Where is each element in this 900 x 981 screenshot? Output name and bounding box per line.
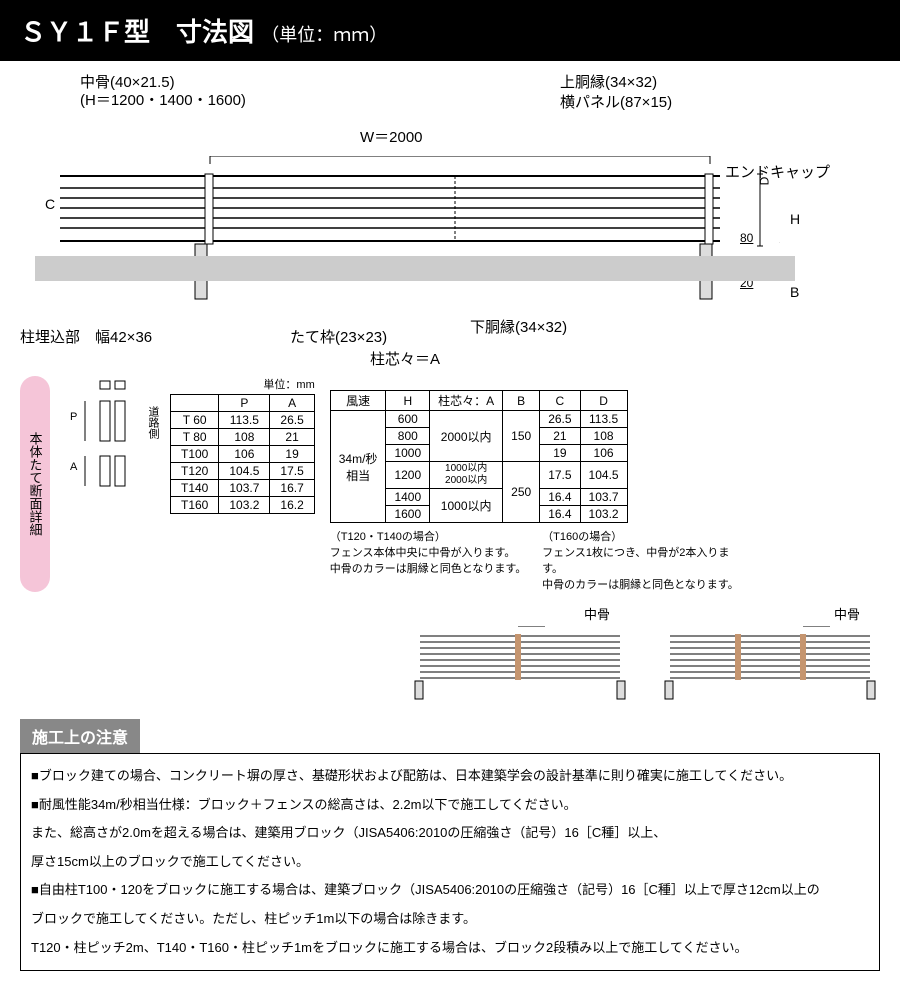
inset-fence-2: 中骨 bbox=[660, 604, 880, 704]
label-hashirashin: 柱芯々＝A bbox=[370, 348, 440, 369]
label-joudoubuchi: 上胴縁(34×32) bbox=[560, 71, 657, 92]
bottom-labels: 柱埋込部 幅42×36 たて枠(23×23) 下胴縁(34×32) 柱芯々＝A bbox=[20, 326, 880, 356]
top-labels: 中骨(40×21.5) (H＝1200・1400・1600) 上胴縁(34×32… bbox=[20, 71, 880, 111]
section-detail-label: 本体たて断面詳細 bbox=[20, 376, 50, 592]
label-yokopanel: 横パネル(87×15) bbox=[560, 91, 672, 112]
inset-fence-1: 中骨 bbox=[410, 604, 630, 704]
cross-section-diagram: 道路側 P A bbox=[65, 376, 155, 592]
cross-section-svg bbox=[65, 376, 145, 496]
note-t120: （T120・T140の場合） フェンス本体中央に中骨が入ります。 中骨のカラーは… bbox=[330, 528, 542, 592]
inset-svg-2 bbox=[660, 626, 880, 701]
main-diagram: W＝2000 エンドキャップ C D 80 H 20 B bbox=[20, 116, 880, 326]
fence-elevation-svg bbox=[60, 156, 780, 306]
ground-hatch bbox=[35, 256, 795, 281]
content-area: 中骨(40×21.5) (H＝1200・1400・1600) 上胴縁(34×32… bbox=[0, 61, 900, 981]
caution-line-1: ■ブロック建ての場合、コンクリート塀の厚さ、基礎形状および配筋は、日本建築学会の… bbox=[31, 762, 869, 791]
dim-h: H bbox=[790, 211, 800, 227]
caution-box: ■ブロック建ての場合、コンクリート塀の厚さ、基礎形状および配筋は、日本建築学会の… bbox=[20, 753, 880, 971]
dim-b: B bbox=[790, 284, 799, 300]
label-nakabone-h: (H＝1200・1400・1600) bbox=[80, 89, 246, 110]
table2-wrapper: 風速H 柱芯々：AB CD 34m/秒 相当6002000以内15026.511… bbox=[330, 390, 755, 592]
caution-line-4: 厚さ15cm以上のブロックで施工してください。 bbox=[31, 848, 869, 877]
label-hashiraume: 柱埋込部 幅42×36 bbox=[20, 326, 152, 347]
dim-width: W＝2000 bbox=[360, 126, 423, 147]
table1-wrapper: 単位：mm PA T 60113.526.5 T 8010821 T100106… bbox=[170, 376, 315, 592]
dim-c: C bbox=[45, 196, 55, 212]
caution-line-7: T120・柱ピッチ2m、T140・T160・柱ピッチ1mをブロックに施工する場合… bbox=[31, 934, 869, 963]
inset-label-2: 中骨 bbox=[660, 604, 880, 623]
dimension-table-1: PA T 60113.526.5 T 8010821 T10010619 T12… bbox=[170, 394, 315, 514]
caution-line-5: ■自由柱T100・120をブロックに施工する場合は、建築ブロック（JISA540… bbox=[31, 876, 869, 905]
a-label: A bbox=[70, 461, 77, 473]
note-t160: （T160の場合） フェンス1枚につき、中骨が2本入ります。 中骨のカラーは胴縁… bbox=[542, 528, 754, 592]
header-title: ＳＹ１Ｆ型 寸法図 bbox=[20, 17, 254, 47]
caution-line-6: ブロックで施工してください。ただし、柱ピッチ1m以下の場合は除きます。 bbox=[31, 905, 869, 934]
label-tatewaku: たて枠(23×23) bbox=[290, 326, 387, 347]
table-notes: （T120・T140の場合） フェンス本体中央に中骨が入ります。 中骨のカラーは… bbox=[330, 528, 755, 592]
dimension-table-2: 風速H 柱芯々：AB CD 34m/秒 相当6002000以内15026.511… bbox=[330, 390, 628, 523]
header-unit: （単位：ｍｍ） bbox=[261, 25, 387, 45]
tables-section: 本体たて断面詳細 道路側 P A 単位：mm PA T 60113.526.5 bbox=[20, 376, 880, 592]
caution-line-3: また、総高さが2.0mを超える場合は、建築用ブロック（JISA5406:2010… bbox=[31, 819, 869, 848]
inset-svg-1 bbox=[410, 626, 630, 701]
p-label: P bbox=[70, 411, 77, 423]
unit-label-1: 単位：mm bbox=[170, 376, 315, 392]
inset-diagrams: 中骨 中骨 bbox=[20, 604, 880, 704]
page-header: ＳＹ１Ｆ型 寸法図 （単位：ｍｍ） bbox=[0, 0, 900, 61]
road-side-label: 道路側 bbox=[145, 406, 161, 439]
label-shimodoubuchi: 下胴縁(34×32) bbox=[470, 316, 567, 337]
caution-line-2: ■耐風性能34m/秒相当仕様：ブロック＋フェンスの総高さは、2.2m以下で施工し… bbox=[31, 791, 869, 820]
inset-label-1: 中骨 bbox=[410, 604, 630, 623]
caution-header: 施工上の注意 bbox=[20, 719, 140, 753]
